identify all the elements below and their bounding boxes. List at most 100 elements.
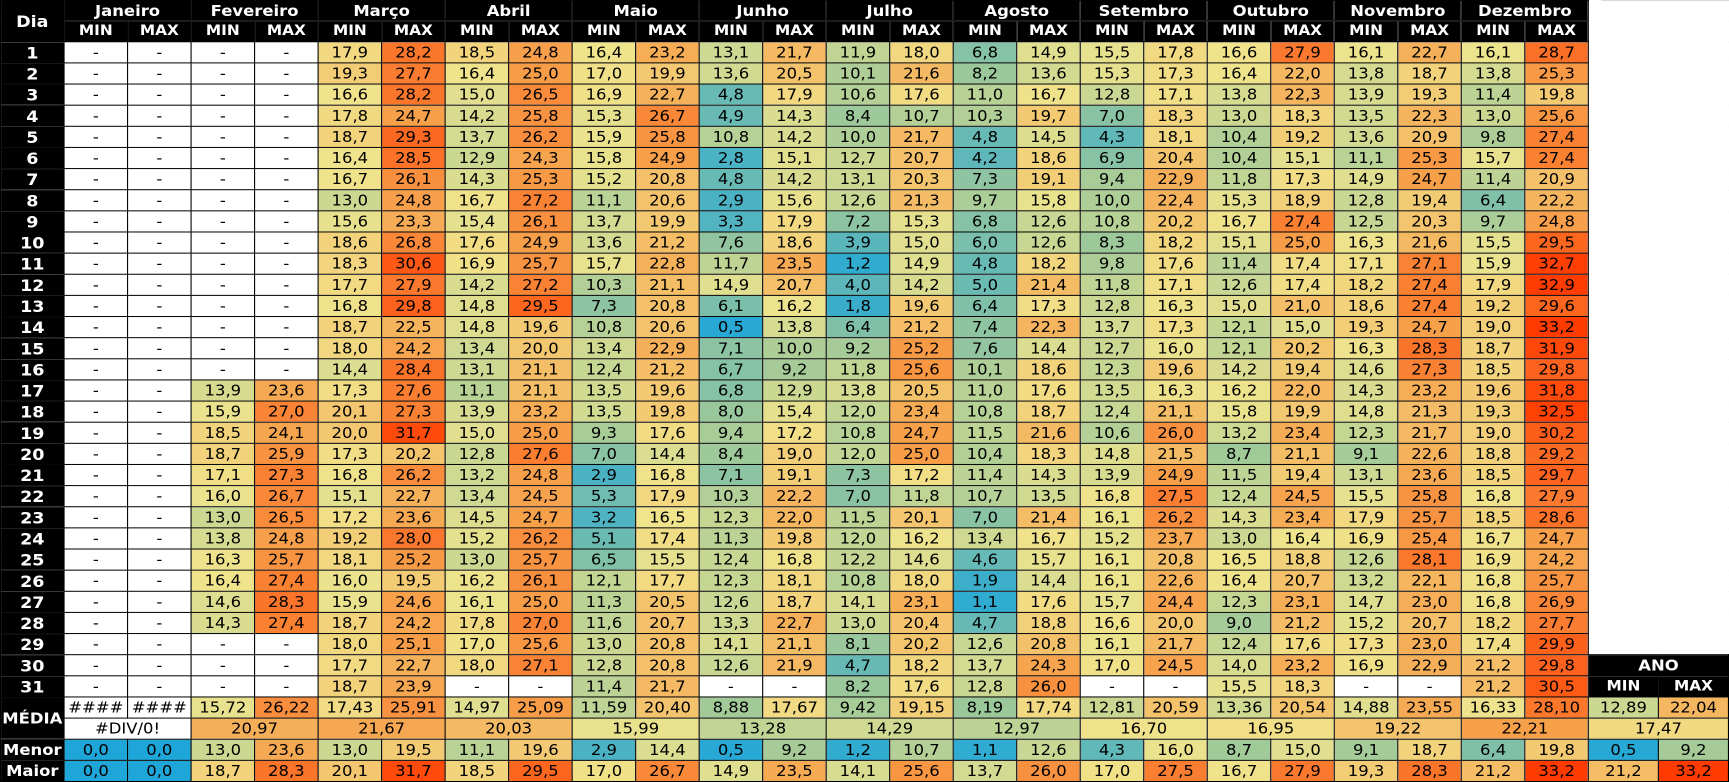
max-temp-cell[interactable]: 11,8 [889, 485, 954, 508]
min-temp-cell[interactable]: 15,2 [1333, 611, 1399, 635]
min-temp-cell[interactable]: 20,1 [317, 400, 383, 423]
max-temp-cell[interactable]: 12,6 [1016, 231, 1081, 254]
max-temp-cell[interactable]: 21,4 [1016, 506, 1081, 529]
min-temp-cell[interactable]: 4,8 [952, 125, 1018, 148]
max-temp-cell[interactable]: 25,4 [1397, 527, 1462, 550]
max-temp-cell[interactable]: 20,2 [381, 442, 446, 465]
min-temp-cell[interactable]: - [698, 675, 764, 698]
min-temp-cell[interactable]: 15,2 [1079, 527, 1145, 550]
min-temp-cell[interactable]: - [63, 527, 129, 550]
max-temp-cell[interactable]: 21,7 [889, 125, 954, 148]
max-temp-cell[interactable]: 25,8 [508, 104, 573, 127]
max-temp-cell[interactable]: 30,5 [1524, 675, 1589, 698]
min-temp-cell[interactable]: 16,1 [1460, 41, 1526, 64]
min-temp-cell[interactable]: 16,7 [444, 189, 510, 212]
min-temp-cell[interactable]: 1,1 [952, 590, 1018, 613]
min-temp-cell[interactable]: 18,8 [1460, 442, 1526, 465]
min-temp-cell[interactable]: 14,2 [1206, 358, 1272, 381]
max-temp-cell[interactable]: - [127, 421, 192, 444]
max-temp-cell[interactable]: 19,0 [762, 442, 827, 465]
min-temp-cell[interactable]: 13,0 [444, 548, 510, 571]
min-temp-cell[interactable]: - [63, 654, 129, 677]
min-temp-cell[interactable]: 11,3 [698, 527, 764, 550]
max-temp-cell[interactable]: 31,8 [1524, 379, 1589, 402]
max-temp-cell[interactable]: 21,2 [889, 316, 954, 339]
min-temp-cell[interactable]: 13,0 [1206, 104, 1272, 127]
max-temp-cell[interactable]: - [127, 294, 192, 318]
min-temp-cell[interactable]: 12,7 [825, 146, 891, 170]
max-temp-cell[interactable]: 18,3 [1270, 675, 1335, 698]
max-temp-cell[interactable]: 13,8 [762, 316, 827, 339]
max-temp-cell[interactable]: 23,6 [1397, 463, 1462, 487]
min-temp-cell[interactable]: 18,5 [1460, 358, 1526, 381]
max-temp-cell[interactable]: 23,6 [381, 506, 446, 529]
min-temp-cell[interactable]: 19,0 [1460, 421, 1526, 444]
max-temp-cell[interactable]: 22,3 [1270, 83, 1335, 106]
min-temp-cell[interactable]: 19,3 [317, 62, 383, 85]
max-temp-cell[interactable]: 24,8 [508, 41, 573, 64]
min-temp-cell[interactable]: 16,8 [1460, 485, 1526, 508]
min-temp-cell[interactable]: - [63, 633, 129, 656]
min-temp-cell[interactable]: 15,8 [571, 146, 637, 170]
max-temp-cell[interactable]: 28,2 [381, 83, 446, 106]
min-temp-cell[interactable]: 12,6 [698, 654, 764, 677]
min-temp-cell[interactable]: 16,3 [190, 548, 256, 571]
max-temp-cell[interactable]: 18,9 [1270, 189, 1335, 212]
min-temp-cell[interactable]: 11,4 [1460, 168, 1526, 191]
max-temp-cell[interactable]: 28,6 [1524, 506, 1589, 529]
max-temp-cell[interactable]: - [254, 633, 319, 656]
min-temp-cell[interactable]: 15,1 [1206, 231, 1272, 254]
max-temp-cell[interactable]: 13,6 [1016, 62, 1081, 85]
min-temp-cell[interactable]: 12,5 [1333, 210, 1399, 233]
max-temp-cell[interactable]: 29,2 [1524, 442, 1589, 465]
min-temp-cell[interactable]: 4,9 [698, 104, 764, 127]
min-temp-cell[interactable]: 7,6 [952, 337, 1018, 360]
max-temp-cell[interactable]: 14,4 [635, 442, 700, 465]
max-temp-cell[interactable]: 20,7 [635, 611, 700, 635]
max-temp-cell[interactable]: - [254, 252, 319, 275]
max-temp-cell[interactable]: 18,1 [1143, 125, 1208, 148]
max-temp-cell[interactable]: - [254, 654, 319, 677]
max-temp-cell[interactable]: 21,5 [1143, 442, 1208, 465]
max-temp-cell[interactable]: 21,1 [1143, 400, 1208, 423]
min-temp-cell[interactable]: - [63, 210, 129, 233]
min-temp-cell[interactable]: - [63, 611, 129, 635]
min-temp-cell[interactable]: 17,7 [317, 654, 383, 677]
min-temp-cell[interactable]: - [190, 41, 256, 64]
min-temp-cell[interactable]: 18,2 [1333, 273, 1399, 296]
min-temp-cell[interactable]: 15,3 [571, 104, 637, 127]
max-temp-cell[interactable]: 16,7 [1016, 83, 1081, 106]
min-temp-cell[interactable]: 6,8 [698, 379, 764, 402]
max-temp-cell[interactable]: 25,8 [1397, 485, 1462, 508]
min-temp-cell[interactable]: - [190, 337, 256, 360]
min-temp-cell[interactable]: 10,4 [1206, 146, 1272, 170]
max-temp-cell[interactable]: 15,3 [889, 210, 954, 233]
min-temp-cell[interactable]: 10,6 [1079, 421, 1145, 444]
min-temp-cell[interactable]: 16,8 [317, 463, 383, 487]
min-temp-cell[interactable]: 7,0 [952, 506, 1018, 529]
min-temp-cell[interactable]: 14,3 [1333, 379, 1399, 402]
min-temp-cell[interactable]: 16,0 [317, 569, 383, 592]
min-temp-cell[interactable]: 12,3 [698, 506, 764, 529]
min-temp-cell[interactable]: 12,3 [1079, 358, 1145, 381]
min-temp-cell[interactable]: - [444, 675, 510, 698]
max-temp-cell[interactable]: - [127, 400, 192, 423]
max-temp-cell[interactable]: 20,4 [889, 611, 954, 635]
max-temp-cell[interactable]: 21,6 [889, 62, 954, 85]
min-temp-cell[interactable]: 17,4 [1460, 633, 1526, 656]
max-temp-cell[interactable]: 20,5 [635, 590, 700, 613]
max-temp-cell[interactable]: 29,8 [381, 294, 446, 318]
min-temp-cell[interactable]: 8,4 [825, 104, 891, 127]
min-temp-cell[interactable]: 12,4 [1206, 633, 1272, 656]
min-temp-cell[interactable]: 16,6 [1079, 611, 1145, 635]
min-temp-cell[interactable]: 16,7 [1460, 527, 1526, 550]
min-temp-cell[interactable]: 12,1 [1206, 337, 1272, 360]
max-temp-cell[interactable]: 21,7 [1397, 421, 1462, 444]
max-temp-cell[interactable]: - [254, 337, 319, 360]
min-temp-cell[interactable]: 10,8 [825, 421, 891, 444]
min-temp-cell[interactable]: 15,4 [444, 210, 510, 233]
max-temp-cell[interactable]: 23,2 [1270, 654, 1335, 677]
min-temp-cell[interactable]: 10,8 [571, 316, 637, 339]
min-temp-cell[interactable]: 5,3 [571, 485, 637, 508]
max-temp-cell[interactable]: 24,7 [1397, 316, 1462, 339]
